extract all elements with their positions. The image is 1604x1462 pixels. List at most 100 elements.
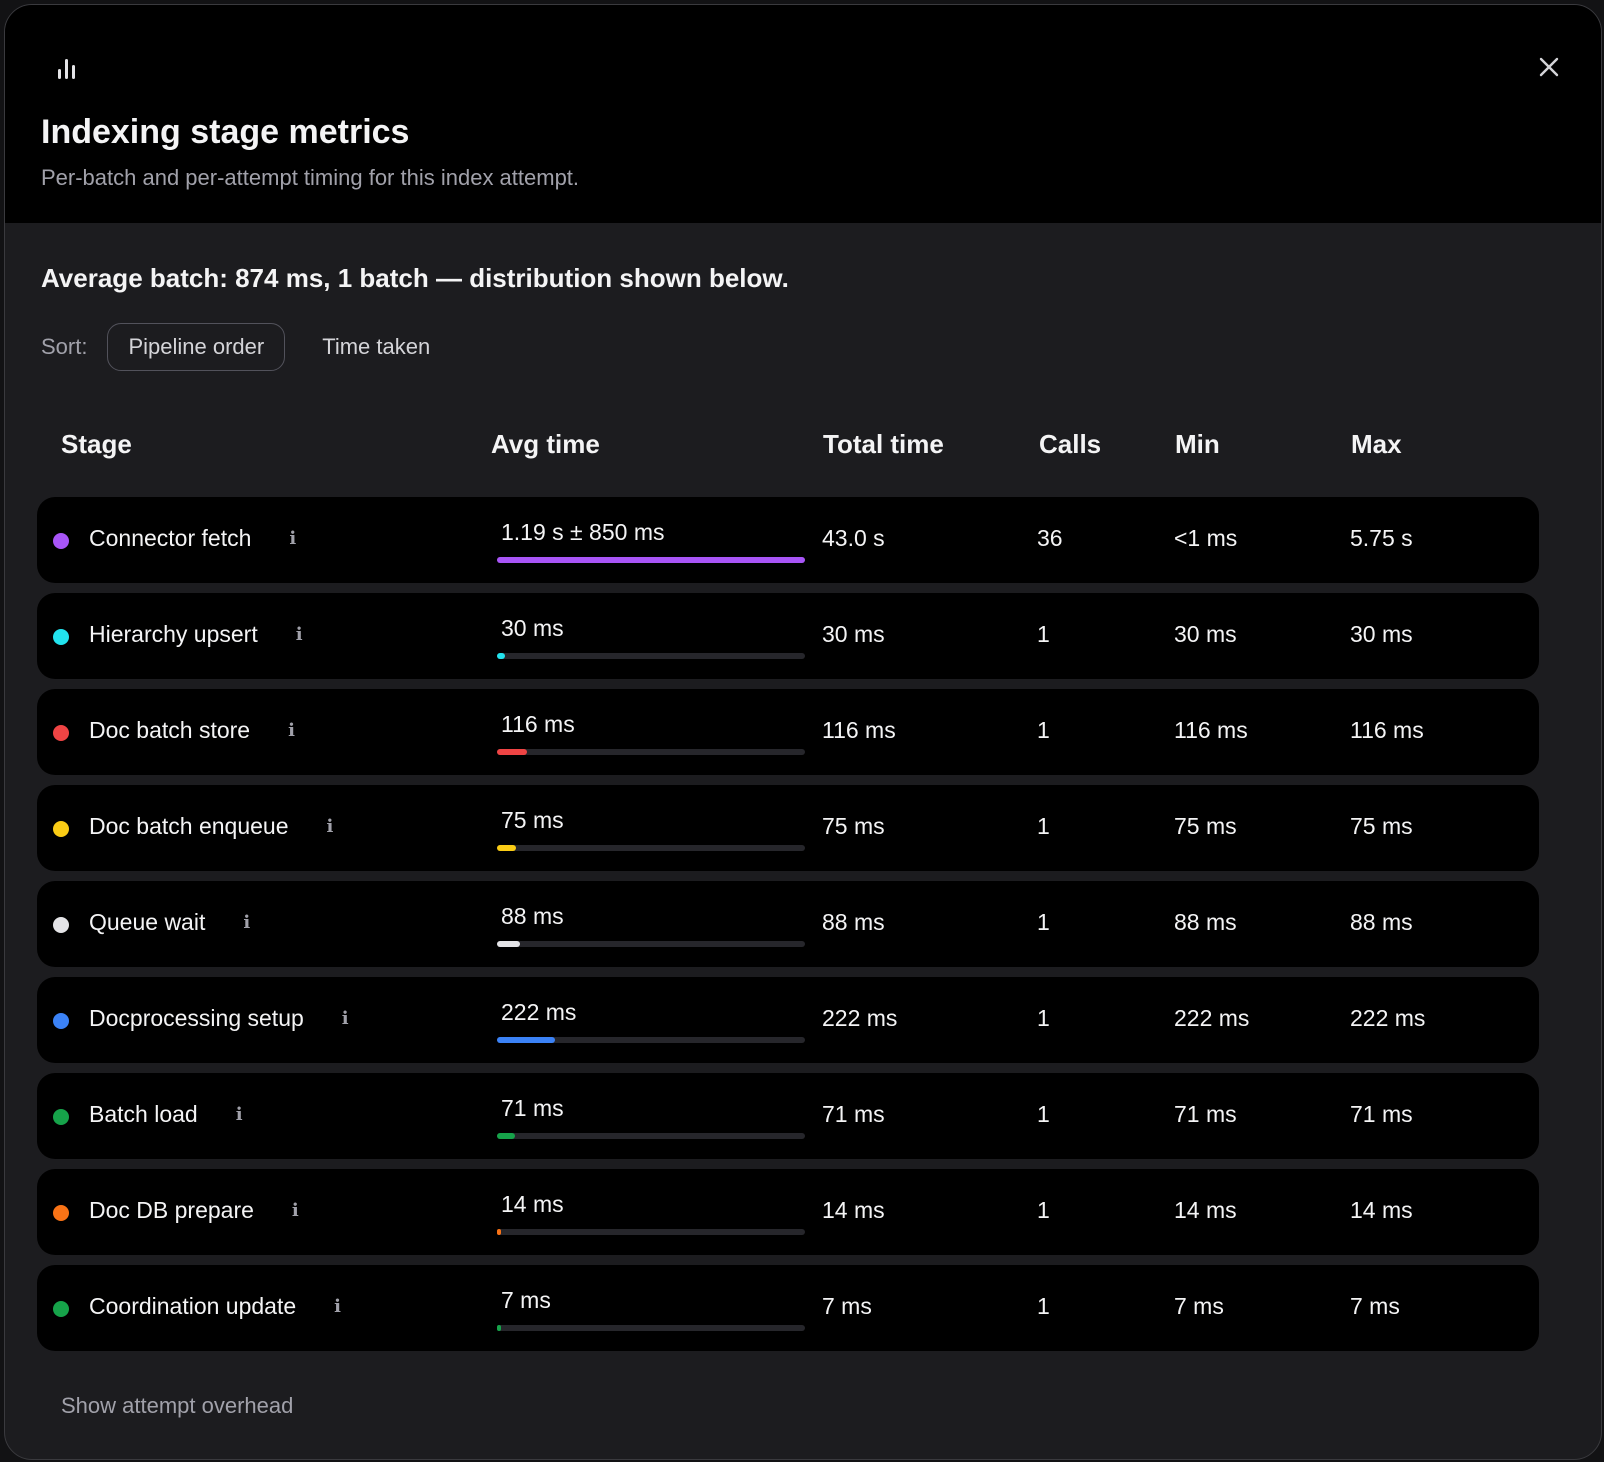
column-header-avg-time: Avg time <box>491 429 600 459</box>
total-time-value: 222 ms <box>822 1005 898 1031</box>
stage-color-dot <box>53 821 69 837</box>
avg-time-value: 30 ms <box>501 615 564 641</box>
calls-value: 1 <box>1037 1293 1050 1319</box>
bar-chart-icon <box>58 59 75 79</box>
stage-name: Doc batch enqueue i <box>89 813 333 840</box>
column-header-stage: Stage <box>61 429 132 459</box>
avg-time-bar-fill <box>497 653 505 659</box>
info-icon[interactable]: i <box>288 720 295 741</box>
max-value: 88 ms <box>1350 909 1413 935</box>
min-value: 7 ms <box>1174 1293 1224 1319</box>
min-value: 222 ms <box>1174 1005 1250 1031</box>
max-value: 75 ms <box>1350 813 1413 839</box>
info-icon[interactable]: i <box>243 912 251 933</box>
avg-time-bar <box>497 941 805 947</box>
avg-time-bar-fill <box>497 941 520 947</box>
avg-time-value: 71 ms <box>501 1095 564 1121</box>
avg-time-bar-fill <box>497 1229 501 1235</box>
stage-color-dot <box>53 917 69 933</box>
table-row: Doc batch store i 116 ms 116 ms 1 116 ms 116 m… <box>37 689 1539 775</box>
dialog-subtitle: Per-batch and per-attempt timing for thi… <box>41 165 580 190</box>
stage-name-label: Coordination update <box>89 1293 297 1319</box>
info-icon[interactable]: i <box>334 1296 342 1317</box>
stage-name: Batch load i <box>89 1101 243 1128</box>
stage-name: Docprocessing setup i <box>89 1005 349 1032</box>
stage-name: Connector fetch i <box>89 525 296 552</box>
close-icon <box>1539 57 1559 77</box>
stage-name: Doc DB prepare i <box>89 1197 299 1224</box>
table-row: Queue wait i 88 ms 88 ms 1 88 ms 88 ms <box>37 881 1539 967</box>
table-row: Doc batch enqueue i 75 ms 75 ms 1 75 ms 75 ms <box>37 785 1539 871</box>
max-value: 30 ms <box>1350 621 1413 647</box>
sort-time-taken-button[interactable]: Time taken <box>322 334 431 359</box>
stage-color-dot <box>53 629 69 645</box>
stage-color-dot <box>53 1013 69 1029</box>
avg-time-bar <box>497 557 805 563</box>
total-time-value: 75 ms <box>822 813 885 839</box>
stage-color-dot <box>53 1109 69 1125</box>
column-header-calls: Calls <box>1039 429 1102 459</box>
info-icon[interactable]: i <box>326 816 334 837</box>
avg-time-bar <box>497 1229 805 1235</box>
avg-time-bar-fill <box>497 1325 501 1331</box>
info-icon[interactable]: i <box>341 1008 349 1029</box>
stage-name-label: Hierarchy upsert <box>89 621 258 647</box>
max-value: 116 ms <box>1350 717 1424 743</box>
avg-time-bar-fill <box>497 845 517 851</box>
calls-value: 1 <box>1037 909 1050 935</box>
stage-color-dot <box>53 1205 69 1221</box>
info-icon[interactable]: i <box>235 1104 243 1125</box>
sort-label: Sort: <box>41 334 88 359</box>
total-time-value: 116 ms <box>822 717 896 743</box>
max-value: 14 ms <box>1350 1197 1413 1223</box>
calls-value: 1 <box>1037 813 1050 839</box>
avg-time-value: 88 ms <box>501 903 564 929</box>
avg-time-bar <box>497 1133 805 1139</box>
avg-time-bar-fill <box>497 1133 516 1139</box>
calls-value: 1 <box>1037 1005 1050 1031</box>
sort-controls: Sort: Pipeline order Time taken <box>41 323 451 371</box>
max-value: 5.75 s <box>1350 525 1413 551</box>
close-button[interactable] <box>1533 51 1565 83</box>
total-time-value: 43.0 s <box>822 525 885 551</box>
batch-summary: Average batch: 874 ms, 1 batch — distrib… <box>41 263 789 293</box>
stage-name-label: Docprocessing setup <box>89 1005 304 1031</box>
info-icon[interactable]: i <box>289 528 297 549</box>
stage-color-dot <box>53 1301 69 1317</box>
stage-name-label: Doc batch store <box>89 717 251 743</box>
info-icon[interactable]: i <box>295 624 303 645</box>
total-time-value: 30 ms <box>822 621 885 647</box>
avg-time-bar <box>497 749 805 755</box>
table-row: Hierarchy upsert i 30 ms 30 ms 1 30 ms 30 ms <box>37 593 1539 679</box>
min-value: 30 ms <box>1174 621 1237 647</box>
stage-name: Hierarchy upsert i <box>89 621 303 648</box>
table-row: Coordination update i 7 ms 7 ms 1 7 ms 7 ms <box>37 1265 1539 1351</box>
stage-table: Connector fetch i 1.19 s ± 850 ms 43.0 s 36 <… <box>37 497 1539 1361</box>
stage-name-label: Batch load <box>89 1101 198 1127</box>
stage-metrics-dialog: Indexing stage metrics Per-batch and per… <box>4 4 1602 1460</box>
column-header-total-time: Total time <box>823 429 944 459</box>
avg-time-value: 14 ms <box>501 1191 564 1217</box>
min-value: 88 ms <box>1174 909 1237 935</box>
total-time-value: 71 ms <box>822 1101 885 1127</box>
dialog-title: Indexing stage metrics <box>41 113 410 151</box>
stage-name: Doc batch store i <box>89 717 295 744</box>
calls-value: 1 <box>1037 717 1050 743</box>
column-header-max: Max <box>1351 429 1402 459</box>
table-row: Connector fetch i 1.19 s ± 850 ms 43.0 s 36 <… <box>37 497 1539 583</box>
min-value: <1 ms <box>1174 525 1238 551</box>
min-value: 14 ms <box>1174 1197 1237 1223</box>
calls-value: 36 <box>1037 525 1063 551</box>
total-time-value: 7 ms <box>822 1293 872 1319</box>
min-value: 75 ms <box>1174 813 1237 839</box>
min-value: 116 ms <box>1174 717 1248 743</box>
stage-name-label: Queue wait <box>89 909 206 935</box>
max-value: 7 ms <box>1350 1293 1400 1319</box>
total-time-value: 88 ms <box>822 909 885 935</box>
sort-pipeline-order-button[interactable]: Pipeline order <box>107 323 286 371</box>
avg-time-value: 222 ms <box>501 999 577 1025</box>
stage-name-label: Doc DB prepare <box>89 1197 254 1223</box>
info-icon[interactable]: i <box>291 1200 299 1221</box>
table-row: Batch load i 71 ms 71 ms 1 71 ms 71 ms <box>37 1073 1539 1159</box>
show-attempt-overhead-link[interactable]: Show attempt overhead <box>61 1393 294 1418</box>
